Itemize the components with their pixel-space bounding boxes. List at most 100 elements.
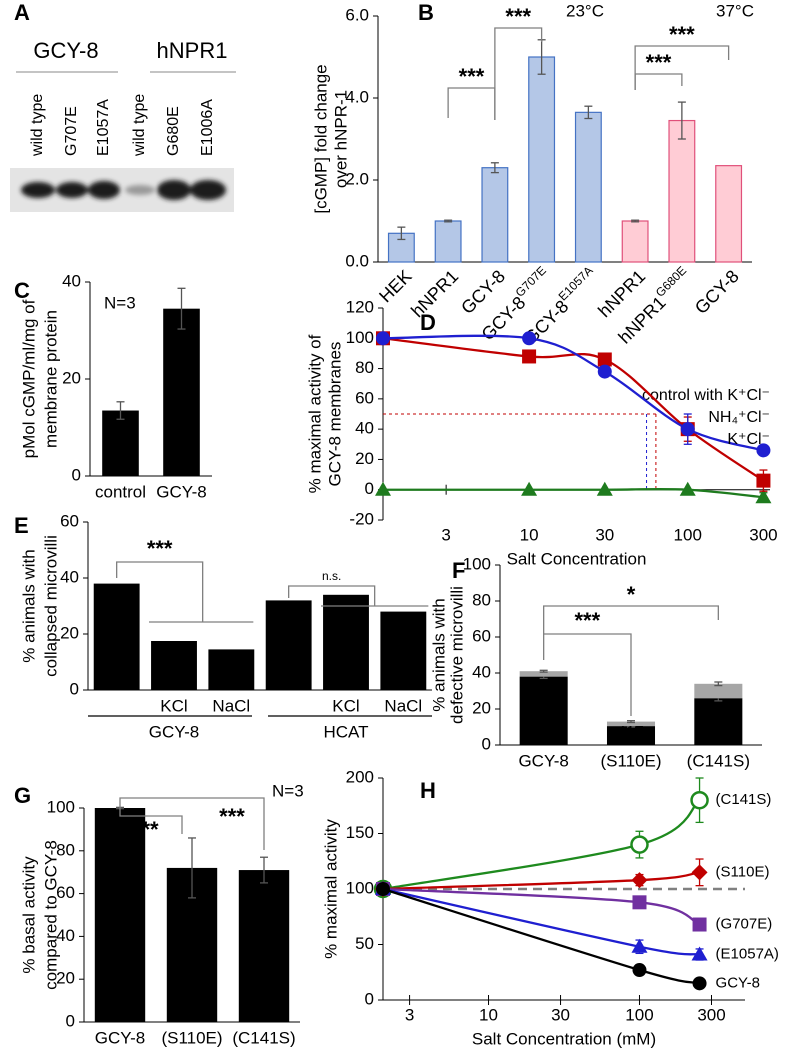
y-tick-label: 4.0 — [345, 87, 369, 106]
y-tick-label: 60 — [355, 388, 374, 407]
y-axis-title: % maximal activity of — [305, 334, 324, 493]
y-tick-label: 100 — [47, 797, 75, 816]
bar — [163, 308, 200, 476]
x-tick-label: 30 — [551, 1005, 570, 1024]
bracket — [288, 585, 376, 606]
error-bar — [677, 101, 686, 140]
x-tick-label: (S110E) — [161, 1028, 222, 1047]
panel-label: C — [14, 278, 30, 303]
y-tick-label: 20 — [355, 449, 374, 468]
error-bar — [631, 219, 640, 223]
y-axis-title: compared to GCY-8 — [41, 840, 60, 990]
y-tick-label: 2.0 — [345, 169, 369, 188]
x-tick-label: 300 — [749, 525, 777, 544]
bar — [380, 611, 427, 690]
annotation: * — [627, 582, 636, 607]
count-label: 75 — [394, 669, 412, 686]
x-tick-label: GCY-8 — [518, 751, 568, 770]
bracket — [494, 27, 543, 120]
bar — [265, 600, 312, 690]
error-bar — [397, 226, 406, 241]
panel-label: E — [14, 513, 29, 538]
x-axis-title: Salt Concentration — [507, 549, 647, 568]
x-tick-label: KCl — [332, 696, 359, 715]
x-tick-label: (C141S) — [232, 1028, 295, 1047]
panel-label: G — [14, 783, 31, 808]
point — [597, 352, 612, 367]
point — [679, 481, 696, 496]
lane-label: wild type — [29, 94, 46, 157]
count-label: 146 — [275, 669, 302, 686]
bar — [434, 220, 462, 263]
series-label: (G707E) — [716, 915, 773, 932]
annotation: *** — [147, 536, 173, 561]
bar-segment — [606, 726, 656, 745]
bar-segment — [606, 721, 656, 727]
lane-label: E1006A — [199, 99, 216, 156]
y-tick-label: 0 — [66, 1011, 75, 1030]
y-tick-label: 100 — [463, 554, 491, 573]
y-tick-label: 40 — [60, 567, 79, 586]
y-tick-label: 0 — [72, 465, 81, 484]
y-tick-label: 60 — [56, 883, 75, 902]
error-bar — [177, 287, 186, 330]
y-axis-title: [cGMP] fold change — [311, 64, 330, 213]
panel-label: D — [420, 310, 436, 335]
error-bar — [188, 837, 196, 899]
bar-segment — [694, 683, 743, 699]
panel-label: A — [14, 0, 30, 25]
y-tick-label: 100 — [346, 878, 374, 897]
error-bar — [490, 162, 499, 174]
point — [756, 443, 771, 458]
annotation: *** — [646, 50, 672, 75]
count-label: 174 — [530, 724, 557, 741]
annotation: N=3 — [272, 781, 304, 800]
bar — [208, 649, 255, 690]
series-line — [382, 887, 700, 985]
series-line — [382, 799, 701, 891]
y-tick-label: 120 — [346, 297, 374, 316]
point — [632, 895, 647, 910]
y-tick-label: 0 — [365, 989, 374, 1008]
temperature-label: 37°C — [716, 1, 754, 20]
bracket — [634, 45, 730, 90]
y-tick-label: 40 — [62, 271, 81, 290]
point — [597, 364, 612, 379]
point — [376, 331, 390, 346]
error-bar — [116, 401, 125, 420]
lane-label: E1057A — [95, 99, 112, 156]
bracket — [634, 73, 683, 90]
point — [755, 489, 772, 504]
point — [375, 481, 391, 496]
y-axis-title: % animals with — [19, 549, 38, 662]
x-tick-label: 100 — [674, 525, 702, 544]
error-bar — [539, 669, 548, 673]
legend-label: control with K⁺Cl⁻ — [642, 387, 770, 404]
x-tick-label: (C141S) — [687, 751, 750, 770]
bracket — [543, 605, 719, 634]
bar — [94, 808, 146, 1022]
point — [630, 835, 649, 854]
series-line — [382, 887, 701, 926]
x-tick-label: KCl — [160, 696, 187, 715]
point — [691, 864, 708, 881]
point — [691, 946, 708, 961]
bar — [93, 583, 140, 690]
bar — [621, 220, 649, 263]
y-axis-title: % animals with — [429, 598, 448, 711]
point — [596, 481, 613, 496]
bracket — [543, 633, 632, 716]
bar-segment — [519, 671, 568, 677]
x-axis-title: Salt Concentration (mM) — [472, 1029, 656, 1048]
y-tick-label: 200 — [346, 767, 374, 786]
point — [521, 481, 538, 496]
y-axis-title: over hNPR-1 — [331, 90, 350, 188]
y-tick-label: 60 — [60, 511, 79, 530]
y-axis-title: % maximal activity — [321, 819, 340, 959]
y-tick-label: 40 — [355, 419, 374, 438]
error-bar — [714, 681, 723, 687]
y-axis-title: membrane protein — [41, 310, 60, 448]
blot-image — [10, 168, 234, 212]
bar — [574, 111, 602, 263]
